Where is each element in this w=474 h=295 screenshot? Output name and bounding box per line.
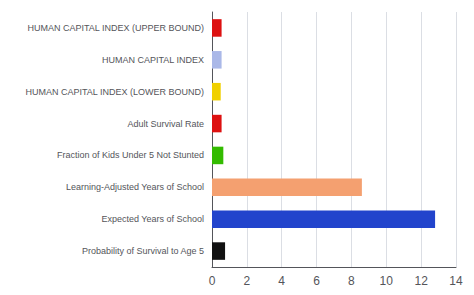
svg-text:HUMAN CAPITAL INDEX: HUMAN CAPITAL INDEX bbox=[102, 55, 204, 65]
svg-text:HUMAN CAPITAL INDEX (UPPER BOU: HUMAN CAPITAL INDEX (UPPER BOUND) bbox=[27, 23, 204, 33]
svg-text:HUMAN CAPITAL INDEX (LOWER BOU: HUMAN CAPITAL INDEX (LOWER BOUND) bbox=[25, 87, 204, 97]
svg-text:8: 8 bbox=[348, 274, 355, 288]
svg-text:2: 2 bbox=[244, 274, 251, 288]
svg-text:14: 14 bbox=[449, 274, 463, 288]
svg-text:4: 4 bbox=[278, 274, 285, 288]
svg-text:Learning-Adjusted Years of Sch: Learning-Adjusted Years of School bbox=[66, 182, 204, 192]
svg-text:Adult Survival Rate: Adult Survival Rate bbox=[127, 119, 204, 129]
svg-text:6: 6 bbox=[313, 274, 320, 288]
svg-text:Probability of Survival to Age: Probability of Survival to Age 5 bbox=[82, 246, 204, 256]
svg-text:0: 0 bbox=[209, 274, 216, 288]
svg-text:Expected Years of School: Expected Years of School bbox=[101, 214, 204, 224]
svg-text:10: 10 bbox=[380, 274, 394, 288]
svg-text:Fraction of Kids Under 5 Not S: Fraction of Kids Under 5 Not Stunted bbox=[57, 150, 204, 160]
svg-text:12: 12 bbox=[414, 274, 428, 288]
